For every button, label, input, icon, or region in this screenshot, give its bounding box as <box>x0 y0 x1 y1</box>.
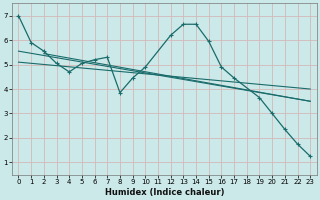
X-axis label: Humidex (Indice chaleur): Humidex (Indice chaleur) <box>105 188 224 197</box>
